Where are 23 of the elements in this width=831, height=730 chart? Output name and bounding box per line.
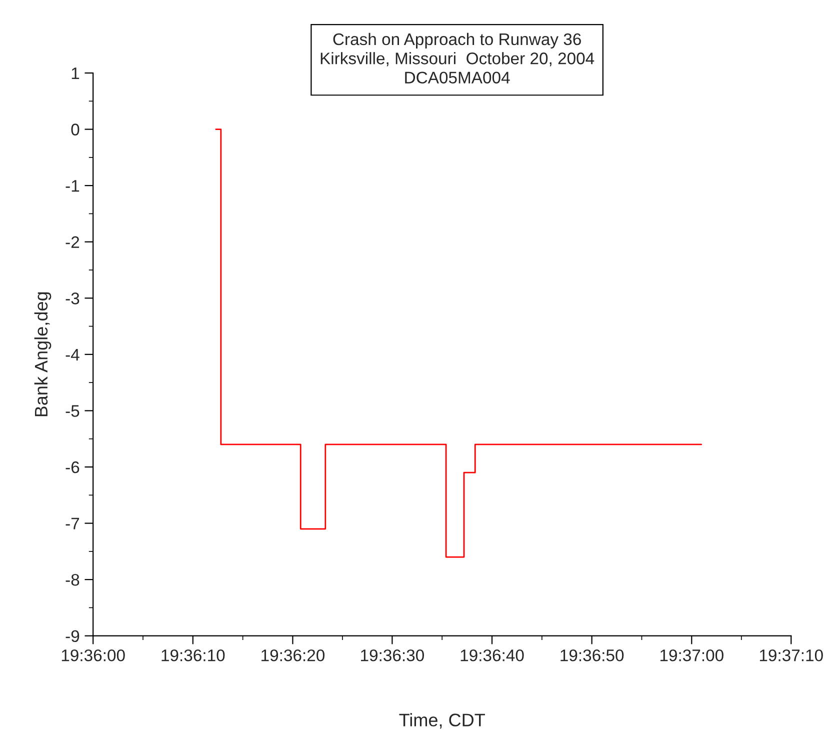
x-tick-label: 19:36:40 xyxy=(460,649,524,662)
y-tick-label: -5 xyxy=(66,405,80,417)
y-tick-label: -2 xyxy=(66,236,80,248)
x-tick-label: 19:36:00 xyxy=(62,649,125,662)
x-tick-label: 19:37:00 xyxy=(660,649,724,662)
chart-subtitle: Kirksville, Missouri October 20, 2004 DCA05MA004 xyxy=(320,52,594,84)
y-tick-label: -4 xyxy=(66,348,80,360)
x-tick-label: 19:36:30 xyxy=(361,649,424,662)
y-axis-title: Bank Angle,deg xyxy=(34,292,52,416)
x-axis-title: Time, CDT xyxy=(399,713,485,729)
y-tick-label: -1 xyxy=(66,180,80,192)
y-tick-label: -6 xyxy=(66,461,80,474)
y-tick-label: 0 xyxy=(71,124,80,136)
y-tick-label: -8 xyxy=(66,574,80,586)
y-tick-label: 1 xyxy=(72,68,80,80)
y-tick-label: -3 xyxy=(66,292,80,304)
x-tick-label: 19:36:20 xyxy=(262,649,325,662)
x-tick-label: 19:36:50 xyxy=(560,649,624,662)
x-tick-label: 19:36:10 xyxy=(162,649,225,662)
y-tick-label: -7 xyxy=(66,518,80,530)
chart-title: Crash on Approach to Runway 36 xyxy=(333,32,581,48)
x-tick-label: 19:37:10 xyxy=(760,649,823,662)
y-tick-label: -9 xyxy=(66,630,80,642)
